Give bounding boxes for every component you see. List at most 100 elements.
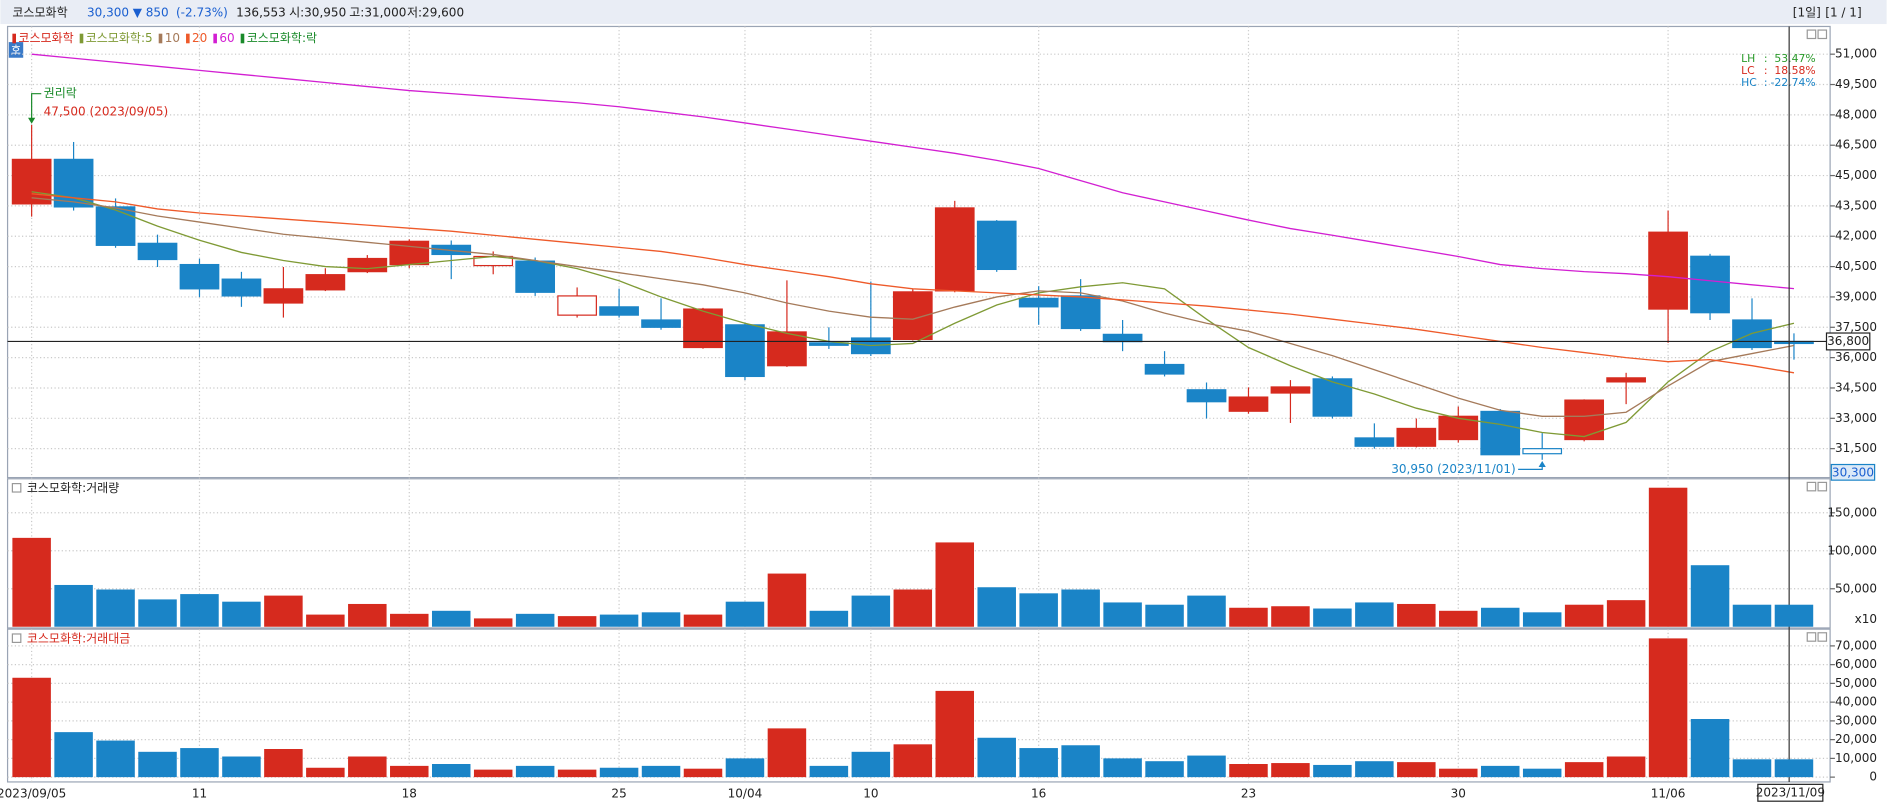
crosshair-label: 36,800 [1827,334,1869,348]
bar [1355,761,1394,778]
y-tick-label: 37,500 [1835,320,1877,334]
legend-swatch [12,33,16,44]
last-price-box [1830,463,1876,481]
x-tick-label: 16 [1031,786,1046,800]
last-price-label: 30,300 [1832,465,1874,479]
y-tick-label: 33,000 [1835,411,1877,425]
panel-icon[interactable] [1806,29,1817,40]
x-tick-label: 10/04 [728,786,763,800]
bar [935,542,975,627]
bar [1313,608,1352,627]
panel-icon[interactable] [1817,29,1828,40]
bar [431,610,471,627]
bar [1271,606,1310,627]
panel-swatch [11,482,22,493]
bar [390,765,429,778]
panel-icon[interactable] [1817,632,1828,642]
bar [1229,764,1268,778]
bar [1187,595,1226,627]
bar [1145,604,1184,627]
low-info: 저:29,600 [407,6,464,20]
bar [1187,755,1226,778]
candle-body [179,263,220,290]
bar [1732,604,1772,627]
period[interactable]: [1일] [1793,6,1821,20]
legend-label: 코스모화학 [18,31,73,45]
bar [54,584,93,627]
panel-icons [1806,29,1828,642]
volume-panel [6,478,1831,629]
panel-icon[interactable] [1806,632,1817,642]
change: ▼ 850 [133,6,169,20]
y-tick-label: 10,000 [1835,751,1877,765]
bar [599,767,639,778]
candle-body [1228,396,1269,412]
candle-body [95,206,136,246]
x-tick-label: 11/06 [1651,786,1686,800]
y-tick-label: 50,000 [1835,676,1877,690]
bar [1439,768,1478,778]
legend-label: 60 [219,31,234,45]
candle-body [1438,415,1479,441]
bar [1061,745,1100,778]
candle-body [1186,389,1227,403]
y-tick-label: 50,000 [1835,581,1877,595]
bar [935,690,975,778]
bar [515,765,555,778]
panel-icon[interactable] [1817,481,1828,492]
bar [96,740,135,778]
bar [1271,763,1310,778]
y-tick-label: 46,500 [1835,138,1877,152]
bar [1019,748,1058,778]
x-tick-label: 11 [192,786,207,800]
annotation-arrow [1538,460,1546,468]
page-indicator: [1 / 1] [1825,6,1861,20]
annotation-bracket [31,93,42,123]
y-tick-label: 31,500 [1835,441,1877,455]
candle-body [1606,377,1646,383]
open-info: 시:30,950 [289,6,346,20]
bar [138,599,177,627]
quote-button-label[interactable]: 호 [11,44,21,57]
high-info: 고:31,000 [349,6,406,20]
bar [1648,487,1688,627]
bar [1355,602,1394,627]
candle-body [53,158,94,208]
bar [683,614,723,627]
y-tick-label: 39,000 [1835,289,1877,303]
stat-name: HC [1741,76,1757,89]
bar [1103,758,1142,778]
candle-body [1270,386,1311,394]
candle-body [515,260,556,293]
y-tick-label: 100,000 [1827,543,1877,557]
candle-body [1648,231,1688,310]
legend-swatch [158,33,163,44]
candle-body [767,331,807,367]
bar [1061,589,1100,627]
bar [96,589,135,627]
y-tick-label: 40,000 [1835,695,1877,709]
price: 30,300 [87,6,129,20]
y-tick-label: 42,000 [1835,229,1877,243]
bar [515,613,555,627]
candle-body [934,207,975,292]
bar [599,614,639,627]
panel-icon[interactable] [1806,481,1817,492]
y-tick-label: 40,500 [1835,259,1877,273]
ma-line [31,193,1795,374]
bar [1732,759,1772,778]
bar [390,613,429,627]
candle-body [1564,399,1605,441]
bar [767,573,807,627]
stat-value: -22.74% [1771,76,1816,89]
axis-unit: x10 [1855,612,1877,626]
annotation-label: 30,950 (2023/11/01) [1391,462,1516,476]
panel-title: 코스모화학:거래량 [27,481,119,495]
bar [1564,604,1604,627]
legend-label: 코스모화학:5 [86,31,153,45]
ma-line [31,53,1795,290]
x-tick-label: 18 [402,786,417,800]
info-bar [0,0,1887,25]
candle-body [1480,410,1521,456]
bar [851,751,891,778]
